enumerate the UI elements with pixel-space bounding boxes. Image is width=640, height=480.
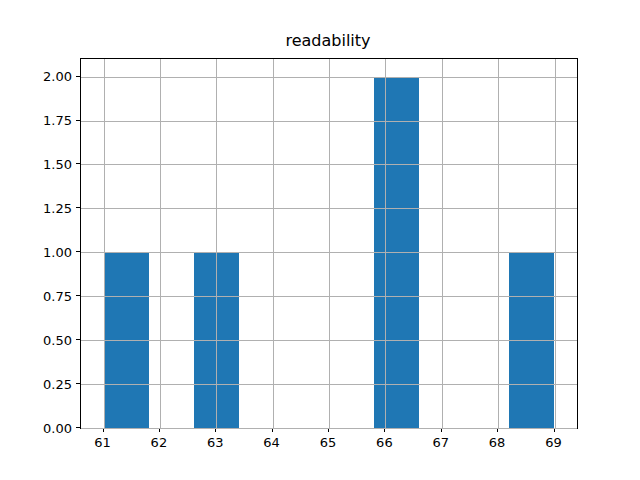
y-tick-mark <box>76 339 80 340</box>
y-tick-mark <box>76 207 80 208</box>
x-tick-label: 63 <box>207 435 224 450</box>
y-tick-label: 1.00 <box>32 244 72 259</box>
y-gridline <box>81 252 577 253</box>
figure: readability 61 62 63 64 65 66 67 68 69 0.00 0.25 0.… <box>0 0 640 480</box>
x-gridline <box>498 59 499 428</box>
y-gridline <box>81 296 577 297</box>
y-tick-label: 0.75 <box>32 288 72 303</box>
x-tick-label: 61 <box>94 435 111 450</box>
y-gridline <box>81 340 577 341</box>
y-tick-label: 0.50 <box>32 332 72 347</box>
x-tick-label: 68 <box>489 435 506 450</box>
x-tick-label: 67 <box>432 435 449 450</box>
y-gridline <box>81 77 577 78</box>
y-tick-label: 0.25 <box>32 376 72 391</box>
x-tick-label: 64 <box>263 435 280 450</box>
x-gridline <box>160 59 161 428</box>
y-gridline <box>81 428 577 429</box>
x-tick-label: 66 <box>376 435 393 450</box>
y-gridline <box>81 121 577 122</box>
y-tick-label: 2.00 <box>32 69 72 84</box>
chart-title: readability <box>80 31 576 50</box>
x-gridline <box>385 59 386 428</box>
x-gridline <box>104 59 105 428</box>
x-tick-label: 65 <box>320 435 337 450</box>
y-tick-label: 1.25 <box>32 200 72 215</box>
y-tick-mark <box>76 120 80 121</box>
y-gridline <box>81 384 577 385</box>
x-gridline <box>216 59 217 428</box>
x-gridline <box>442 59 443 428</box>
x-tick-label: 69 <box>545 435 562 450</box>
y-tick-mark <box>76 427 80 428</box>
x-gridline <box>555 59 556 428</box>
y-tick-mark <box>76 163 80 164</box>
x-tick-label: 62 <box>151 435 168 450</box>
y-tick-mark <box>76 76 80 77</box>
x-gridline <box>329 59 330 428</box>
plot-area <box>80 58 578 429</box>
y-gridline <box>81 208 577 209</box>
x-gridline <box>273 59 274 428</box>
y-tick-mark <box>76 251 80 252</box>
y-tick-mark <box>76 295 80 296</box>
y-tick-label: 0.00 <box>32 420 72 435</box>
y-tick-mark <box>76 383 80 384</box>
y-tick-label: 1.75 <box>32 113 72 128</box>
y-gridline <box>81 164 577 165</box>
y-tick-label: 1.50 <box>32 156 72 171</box>
